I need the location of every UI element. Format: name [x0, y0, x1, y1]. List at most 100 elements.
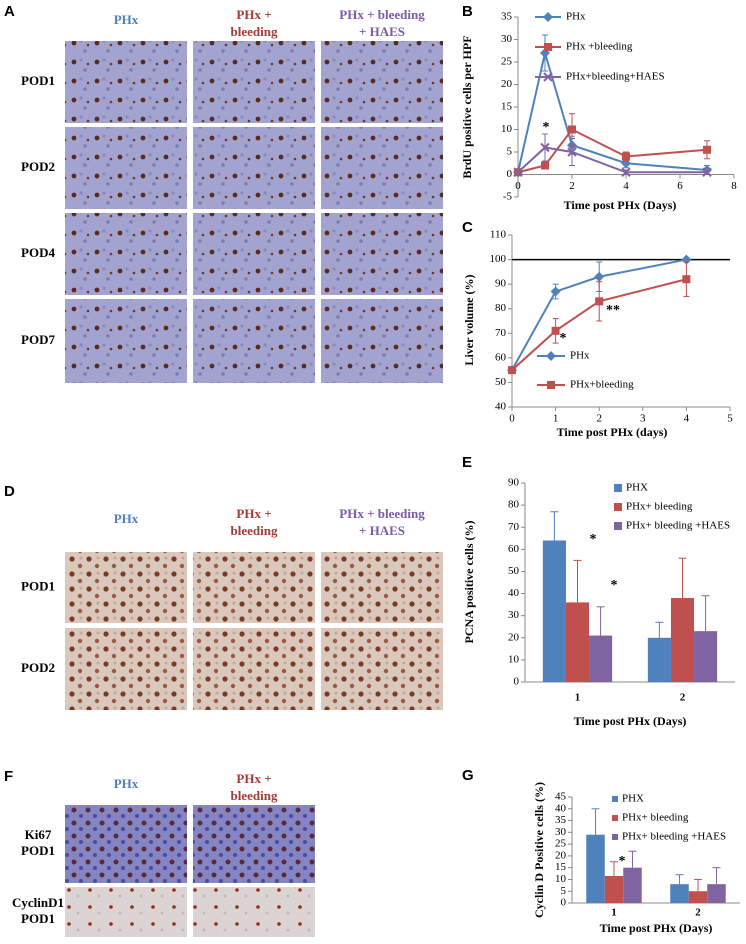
- y-tick-label: 90: [495, 278, 507, 290]
- column-header: PHx: [114, 12, 139, 27]
- micrograph: [65, 552, 187, 623]
- y-tick-label: 70: [508, 521, 520, 533]
- x-axis-label: Time post PHx (Days): [564, 198, 677, 212]
- marker: [541, 161, 549, 170]
- legend-label: PHx+bleeding: [570, 379, 634, 391]
- micrograph: [65, 213, 187, 295]
- y-tick-label: 25: [501, 56, 513, 68]
- column-header: PHx + bleeding: [339, 506, 425, 521]
- bar: [688, 891, 708, 903]
- column-header: PHx +: [236, 7, 271, 22]
- y-tick-label: 35: [555, 814, 567, 826]
- y-tick-label: 0: [561, 897, 567, 909]
- marker: [568, 125, 576, 134]
- legend-label: PHx+ bleeding: [622, 812, 689, 824]
- y-tick-label: 30: [508, 609, 520, 621]
- x-tick-label: 2: [680, 692, 686, 704]
- y-tick-label: 15: [501, 101, 513, 113]
- micrograph: [193, 887, 315, 937]
- marker: [550, 286, 561, 297]
- x-tick-label: 2: [695, 907, 701, 919]
- annotation: *: [611, 578, 618, 593]
- error-bar: [701, 595, 710, 632]
- y-tick-label: 5: [561, 885, 567, 897]
- legend-label: PHx: [570, 350, 590, 362]
- legend-marker: [543, 72, 553, 82]
- error-bar: [550, 511, 559, 541]
- legend-label: PHx: [566, 11, 586, 23]
- micrograph: [193, 41, 315, 123]
- panel-letter: F: [4, 768, 13, 785]
- bar: [670, 884, 689, 903]
- y-tick-label: 15: [555, 861, 567, 873]
- marker: [513, 167, 523, 177]
- series-line: [511, 278, 687, 371]
- legend-swatch: [612, 796, 618, 802]
- legend-label: PHx+bleeding+HAES: [566, 71, 665, 83]
- annotation: *: [590, 532, 597, 547]
- micrograph: [65, 628, 187, 710]
- x-tick-label: 3: [640, 413, 646, 425]
- error-bar: [573, 559, 582, 603]
- y-tick-label: 110: [490, 229, 507, 241]
- y-axis-label: Liver volume (%): [462, 274, 476, 365]
- x-tick-label: 8: [731, 180, 737, 192]
- legend-marker: [543, 12, 553, 22]
- row-label: POD2: [21, 660, 55, 675]
- marker: [567, 147, 577, 157]
- y-tick-label: 30: [501, 33, 513, 45]
- marker: [540, 142, 550, 153]
- error-bar: [596, 606, 605, 636]
- annotation: **: [606, 303, 620, 318]
- x-tick-label: 4: [684, 413, 690, 425]
- y-tick-label: 20: [555, 849, 567, 861]
- bar: [670, 597, 695, 682]
- panel-letter: G: [462, 767, 474, 784]
- y-tick-label: 20: [501, 78, 513, 90]
- x-tick-label: 0: [515, 180, 521, 192]
- y-tick-label: 45: [555, 791, 567, 803]
- y-tick-label: 100: [490, 253, 507, 265]
- micrograph: [321, 628, 443, 710]
- x-axis-label: Time post PHx (Days): [600, 921, 713, 935]
- row-label: POD1: [21, 73, 55, 88]
- bar: [647, 637, 671, 682]
- y-tick-label: 10: [555, 873, 567, 885]
- marker: [621, 167, 631, 177]
- y-tick-label: 50: [495, 376, 507, 388]
- marker: [595, 297, 604, 306]
- panel-letter: E: [462, 454, 472, 471]
- marker: [622, 152, 630, 161]
- x-tick-label: 2: [569, 180, 575, 192]
- y-tick-label: 0: [507, 168, 513, 180]
- y-axis-label: PCNA positive cells (%): [462, 521, 476, 644]
- y-tick-label: -5: [503, 191, 513, 203]
- marker: [551, 326, 560, 335]
- micrograph: [65, 299, 187, 383]
- bar: [565, 602, 590, 682]
- marker: [594, 271, 605, 282]
- marker: [703, 145, 711, 154]
- x-tick-label: 2: [596, 413, 602, 425]
- bar: [707, 884, 726, 903]
- x-axis-label: Time post PHx (days): [557, 425, 668, 439]
- micrograph: [193, 127, 315, 209]
- column-header: + HAES: [359, 523, 405, 538]
- y-tick-label: 35: [501, 11, 513, 23]
- row-label: POD4: [21, 245, 55, 260]
- micrograph: [193, 805, 315, 883]
- error-bar: [610, 861, 618, 876]
- y-tick-label: 70: [495, 327, 507, 339]
- y-tick-label: 10: [508, 653, 520, 665]
- legend-label: PHx +bleeding: [566, 41, 633, 53]
- marker: [682, 275, 691, 284]
- y-tick-label: 60: [495, 351, 507, 363]
- error-bar: [675, 874, 684, 885]
- micrograph: [321, 41, 443, 123]
- y-tick-label: 40: [555, 802, 567, 814]
- y-axis-label: BrdU positive cells per HPF: [460, 35, 474, 178]
- legend-marker: [544, 43, 552, 51]
- micrograph: [321, 299, 443, 383]
- y-tick-label: 60: [508, 543, 520, 555]
- panel-letter: A: [4, 3, 15, 20]
